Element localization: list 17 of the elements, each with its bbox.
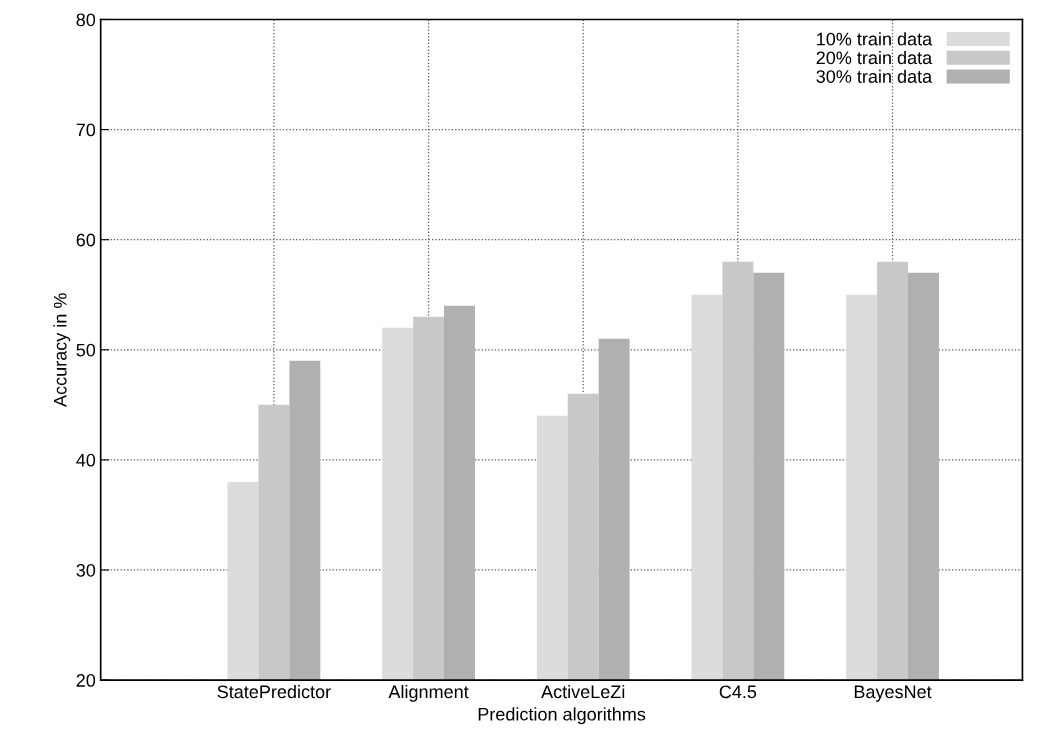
x-tick-label: StatePredictor: [217, 684, 331, 699]
x-tick-label: BayesNet: [854, 685, 932, 702]
legend-label: 10% train data: [817, 32, 933, 46]
y-tick-label: 30: [76, 563, 96, 577]
y-tick-label: 80: [76, 13, 96, 27]
legend-label: 30% train data: [816, 69, 933, 83]
x-axis-title: Prediction algorithms: [478, 707, 646, 725]
x-tick-label: ActiveLeZi: [541, 684, 625, 699]
x-tick-label: Alignment: [388, 684, 469, 702]
x-tick-label: C4.5: [719, 685, 757, 699]
y-axis-title: Accuracy in %: [53, 293, 71, 407]
y-tick-label: 40: [76, 453, 96, 467]
y-tick-label: 20: [76, 674, 96, 687]
y-tick-label: 50: [76, 343, 96, 357]
y-tick-label: 70: [76, 123, 96, 137]
y-tick-label: 60: [76, 233, 96, 247]
legend-label: 20% train data: [816, 50, 933, 65]
